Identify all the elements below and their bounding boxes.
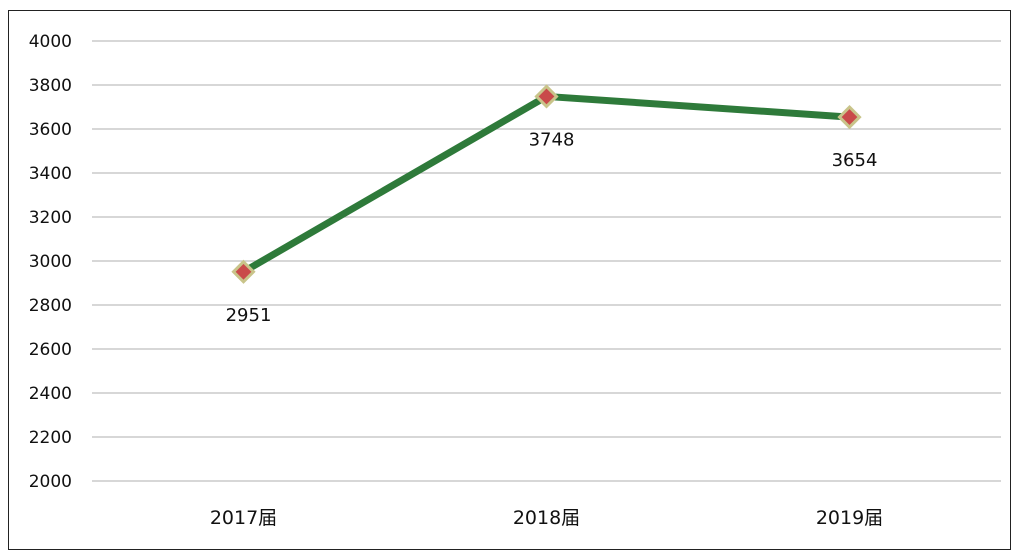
data-markers xyxy=(231,84,862,284)
chart-frame xyxy=(8,10,1011,550)
data-label-2: 3654 xyxy=(832,150,878,171)
y-tick-label-2800: 2800 xyxy=(29,296,72,316)
data-point-2 xyxy=(837,104,862,130)
y-tick-label-3800: 3800 xyxy=(29,76,72,96)
x-tick-label-0: 2017届 xyxy=(210,507,277,529)
y-tick-label-3200: 3200 xyxy=(29,208,72,228)
data-point-1 xyxy=(534,84,559,109)
x-axis-tick-labels: 2017届 2018届 2019届 xyxy=(210,507,883,529)
y-tick-label-2400: 2400 xyxy=(29,384,72,404)
series-line-0 xyxy=(240,92,853,276)
y-tick-label-3400: 3400 xyxy=(29,164,72,184)
y-tick-label-2200: 2200 xyxy=(29,428,72,448)
y-axis-tick-labels: 2000 2200 2400 2600 2800 3000 3200 3400 3600 3800… xyxy=(29,32,72,492)
series-line-layer xyxy=(240,92,853,276)
y-tick-label-2000: 2000 xyxy=(29,472,72,492)
data-label-0: 2951 xyxy=(226,305,272,326)
y-tick-label-3000: 3000 xyxy=(29,252,72,272)
y-tick-label-4000: 4000 xyxy=(29,32,72,52)
x-tick-label-1: 2018届 xyxy=(513,507,580,529)
y-tick-label-3600: 3600 xyxy=(29,120,72,140)
y-tick-label-2600: 2600 xyxy=(29,340,72,360)
x-tick-label-2: 2019届 xyxy=(816,507,883,529)
data-point-0 xyxy=(231,259,256,284)
data-labels: 2951 3748 3654 xyxy=(226,129,878,325)
data-label-1: 3748 xyxy=(529,129,575,150)
